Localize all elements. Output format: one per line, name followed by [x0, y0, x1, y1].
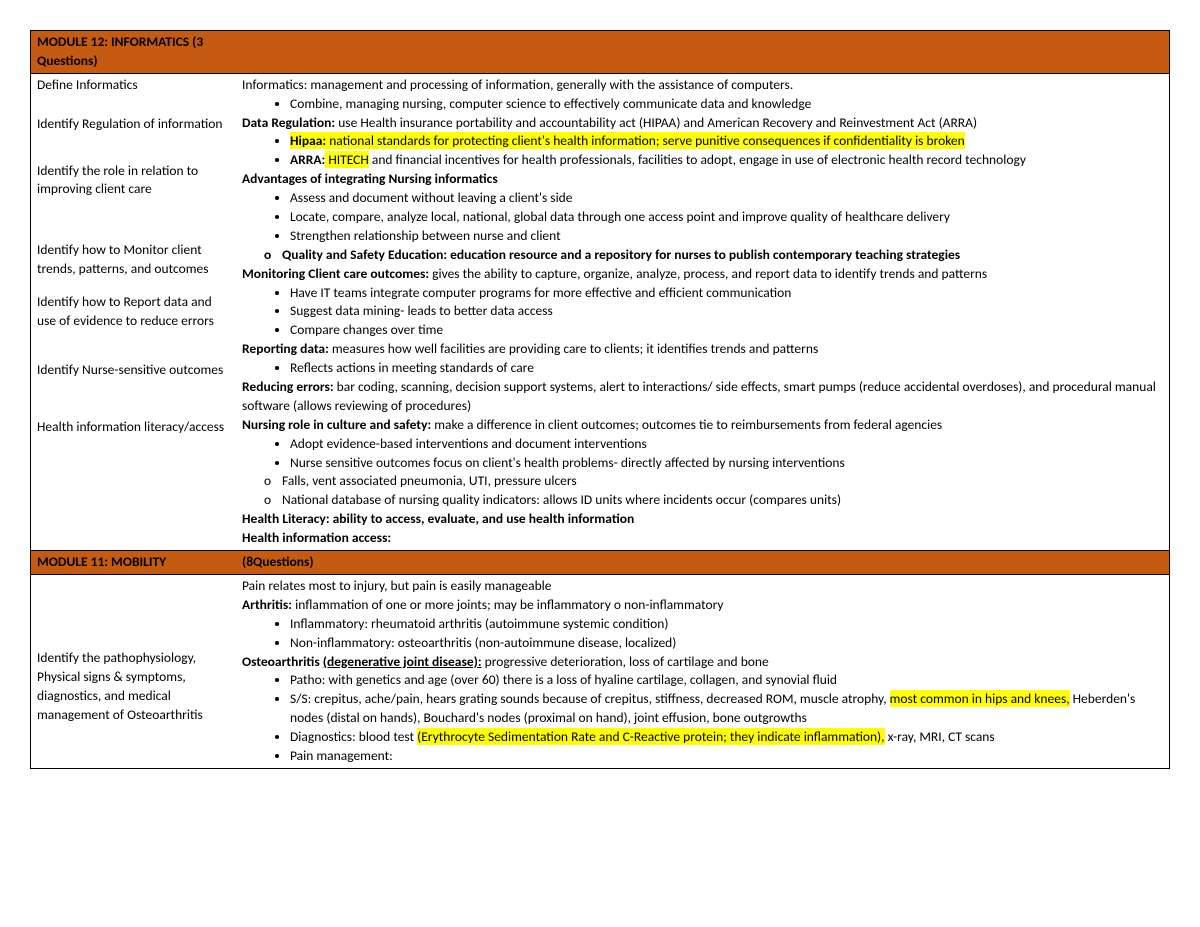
osteoarthritis-line: Osteoarthritis (degenerative joint disea…	[242, 653, 1163, 672]
bullet-patho: Patho: with genetics and age (over 60) t…	[290, 671, 1163, 690]
module11-content: Pain relates most to injury, but pain is…	[236, 575, 1169, 768]
module12-body: Define Informatics Identify Regulation o…	[31, 74, 1169, 550]
module11-topics: Identify the pathophysiology, Physical s…	[31, 575, 236, 768]
bullet-data-mining: Suggest data mining- leads to better dat…	[290, 302, 1163, 321]
informatics-bullets: Combine, managing nursing, computer scie…	[242, 95, 1163, 114]
module12-content: Informatics: management and processing o…	[236, 74, 1169, 550]
topic-nurse-sensitive: Identify Nurse-sensitive outcomes	[37, 361, 230, 380]
bullet-noninflammatory: Non-inflammatory: osteoarthritis (non-au…	[290, 634, 1163, 653]
reducing-errors-line: Reducing errors: bar coding, scanning, d…	[242, 378, 1163, 416]
nursing-role-bullets: Adopt evidence-based interventions and d…	[242, 435, 1163, 473]
bullet-falls: Falls, vent associated pneumonia, UTI, p…	[282, 472, 1163, 491]
bullet-assess: Assess and document without leaving a cl…	[290, 189, 1163, 208]
bullet-diagnostics: Diagnostics: blood test (Erythrocyte Sed…	[290, 728, 1163, 747]
advantages-sub: Quality and Safety Education: education …	[242, 246, 1163, 265]
data-regulation-line: Data Regulation: use Health insurance po…	[242, 114, 1163, 133]
bullet-arra: ARRA: HITECH and financial incentives fo…	[290, 151, 1163, 170]
advantages-header: Advantages of integrating Nursing inform…	[242, 170, 1163, 189]
arthritis-bullets: Inflammatory: rheumatoid arthritis (auto…	[242, 615, 1163, 653]
module11-header: MODULE 11: MOBILITY (8Questions)	[31, 550, 1169, 575]
module12-topics: Define Informatics Identify Regulation o…	[31, 74, 236, 550]
bullet-hipaa: Hipaa: national standards for protecting…	[290, 132, 1163, 151]
topic-report-data: Identify how to Report data and use of e…	[37, 293, 230, 331]
topic-regulation: Identify Regulation of information	[37, 115, 230, 134]
bullet-ss: S/S: crepitus, ache/pain, hears grating …	[290, 690, 1163, 728]
topic-monitor-trends: Identify how to Monitor client trends, p…	[37, 241, 230, 279]
arthritis-line: Arthritis: inflammation of one or more j…	[242, 596, 1163, 615]
bullet-locate: Locate, compare, analyze local, national…	[290, 208, 1163, 227]
module12-subtitle	[242, 33, 1163, 71]
module12-title: MODULE 12: INFORMATICS (3 Questions)	[37, 33, 242, 71]
module11-subtitle: (8Questions)	[242, 553, 1163, 572]
bullet-strengthen: Strengthen relationship between nurse an…	[290, 227, 1163, 246]
nursing-role-line: Nursing role in culture and safety: make…	[242, 416, 1163, 435]
monitoring-line: Monitoring Client care outcomes: gives t…	[242, 265, 1163, 284]
bullet-combine: Combine, managing nursing, computer scie…	[290, 95, 1163, 114]
topic-define-informatics: Define Informatics	[37, 76, 230, 95]
module12-header: MODULE 12: INFORMATICS (3 Questions)	[31, 31, 1169, 74]
module11-title: MODULE 11: MOBILITY	[37, 553, 242, 572]
health-info-access-line: Health information access:	[242, 529, 1163, 548]
bullet-adopt: Adopt evidence-based interventions and d…	[290, 435, 1163, 454]
bullet-inflammatory: Inflammatory: rheumatoid arthritis (auto…	[290, 615, 1163, 634]
topic-role-client-care: Identify the role in relation to improvi…	[37, 162, 230, 200]
bullet-pain-mgmt: Pain management:	[290, 747, 1163, 766]
bullet-reflects: Reflects actions in meeting standards of…	[290, 359, 1163, 378]
reporting-line: Reporting data: measures how well facili…	[242, 340, 1163, 359]
pain-line: Pain relates most to injury, but pain is…	[242, 577, 1163, 596]
informatics-def: Informatics: management and processing o…	[242, 76, 1163, 95]
module11-body: Identify the pathophysiology, Physical s…	[31, 575, 1169, 768]
topic-osteoarthritis: Identify the pathophysiology, Physical s…	[37, 649, 230, 725]
bullet-it-teams: Have IT teams integrate computer program…	[290, 284, 1163, 303]
monitoring-bullets: Have IT teams integrate computer program…	[242, 284, 1163, 341]
regulation-bullets: Hipaa: national standards for protecting…	[242, 132, 1163, 170]
topic-health-info: Health information literacy/access	[37, 418, 230, 437]
advantages-bullets: Assess and document without leaving a cl…	[242, 189, 1163, 246]
bullet-compare: Compare changes over time	[290, 321, 1163, 340]
nursing-role-sub: Falls, vent associated pneumonia, UTI, p…	[242, 472, 1163, 510]
document-table: MODULE 12: INFORMATICS (3 Questions) Def…	[30, 30, 1170, 769]
bullet-nurse-sensitive: Nurse sensitive outcomes focus on client…	[290, 454, 1163, 473]
reporting-bullets: Reflects actions in meeting standards of…	[242, 359, 1163, 378]
health-literacy-line: Health Literacy: ability to access, eval…	[242, 510, 1163, 529]
osteoarthritis-bullets: Patho: with genetics and age (over 60) t…	[242, 671, 1163, 765]
bullet-ndnqi: National database of nursing quality ind…	[282, 491, 1163, 510]
bullet-qse: Quality and Safety Education: education …	[282, 246, 1163, 265]
